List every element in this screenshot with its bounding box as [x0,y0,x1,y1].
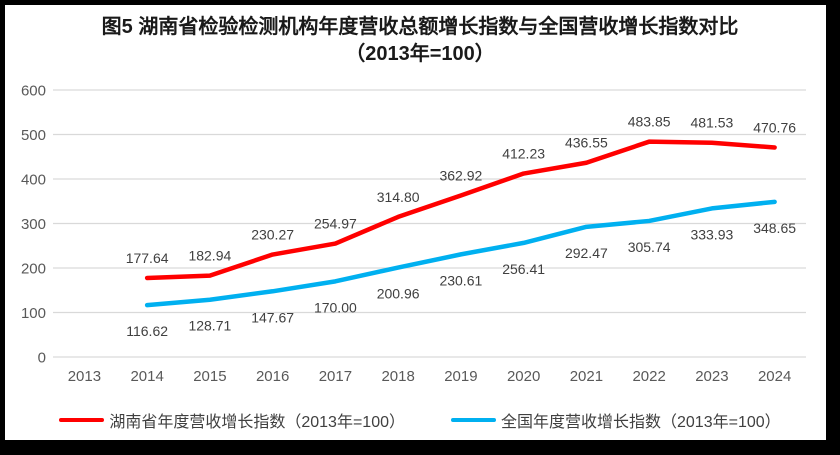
data-label: 170.00 [314,299,357,315]
data-label: 177.64 [126,250,169,266]
data-label: 348.65 [753,220,796,236]
x-axis-tick-label: 2020 [507,368,540,385]
chart-legend: 湖南省年度营收增长指数（2013年=100） 全国年度营收增长指数（2013年=… [0,408,840,432]
y-axis-tick-label: 300 [21,216,46,233]
data-label: 292.47 [565,245,608,261]
x-axis-tick-label: 2017 [319,368,352,385]
legend-line-swatch-hunan [59,417,105,423]
x-axis-tick-label: 2013 [68,368,101,385]
data-label: 362.92 [439,168,482,184]
data-label: 436.55 [565,135,608,151]
legend-label-national: 全国年度营收增长指数（2013年=100） [501,414,781,431]
x-axis-tick-label: 2014 [130,368,163,385]
data-label: 147.67 [251,309,294,325]
data-label: 182.94 [188,248,231,264]
data-label: 314.80 [377,189,420,205]
data-label: 412.23 [502,146,545,162]
data-label: 230.61 [439,272,482,288]
data-label: 305.74 [628,239,671,255]
legend-line-swatch-national [451,417,496,423]
data-label: 470.76 [753,120,796,136]
legend-item-hunan: 湖南省年度营收增长指数（2013年=100） [59,408,405,432]
x-axis-tick-label: 2023 [695,368,728,385]
data-label: 116.62 [126,323,168,339]
y-axis-tick-label: 500 [21,127,46,144]
x-axis-tick-label: 2022 [632,368,665,385]
legend-label-hunan: 湖南省年度营收增长指数（2013年=100） [109,414,405,431]
data-label: 254.97 [314,216,357,232]
x-axis-tick-label: 2018 [381,368,414,385]
x-axis-tick-label: 2016 [256,368,289,385]
y-axis-tick-label: 400 [21,172,46,189]
series-line-hunan [144,139,777,281]
legend-item-national: 全国年度营收增长指数（2013年=100） [451,408,781,432]
y-axis-tick-label: 100 [21,305,46,322]
chart-title-line2: （2013年=100） [345,43,495,65]
y-axis-tick-label: 200 [21,261,46,278]
y-axis-tick-label: 600 [21,83,46,100]
x-axis-tick-label: 2021 [570,368,603,385]
data-label: 230.27 [251,227,294,243]
y-axis-tick-label: 0 [38,350,46,367]
data-label: 200.96 [377,286,420,302]
chart-title: 图5 湖南省检验检测机构年度营收总额增长指数与全国营收增长指数对比 （2013年… [0,14,840,68]
data-label: 481.53 [690,115,733,131]
x-axis-tick-label: 2024 [758,368,791,385]
data-label: 256.41 [502,261,545,277]
data-label: 128.71 [188,318,231,334]
series-line-national [144,199,777,308]
chart-title-line1: 图5 湖南省检验检测机构年度营收总额增长指数与全国营收增长指数对比 [101,16,739,38]
x-axis-tick-label: 2015 [193,368,226,385]
x-axis-tick-label: 2019 [444,368,477,385]
data-label: 483.85 [628,114,671,130]
data-label: 333.93 [690,226,733,242]
